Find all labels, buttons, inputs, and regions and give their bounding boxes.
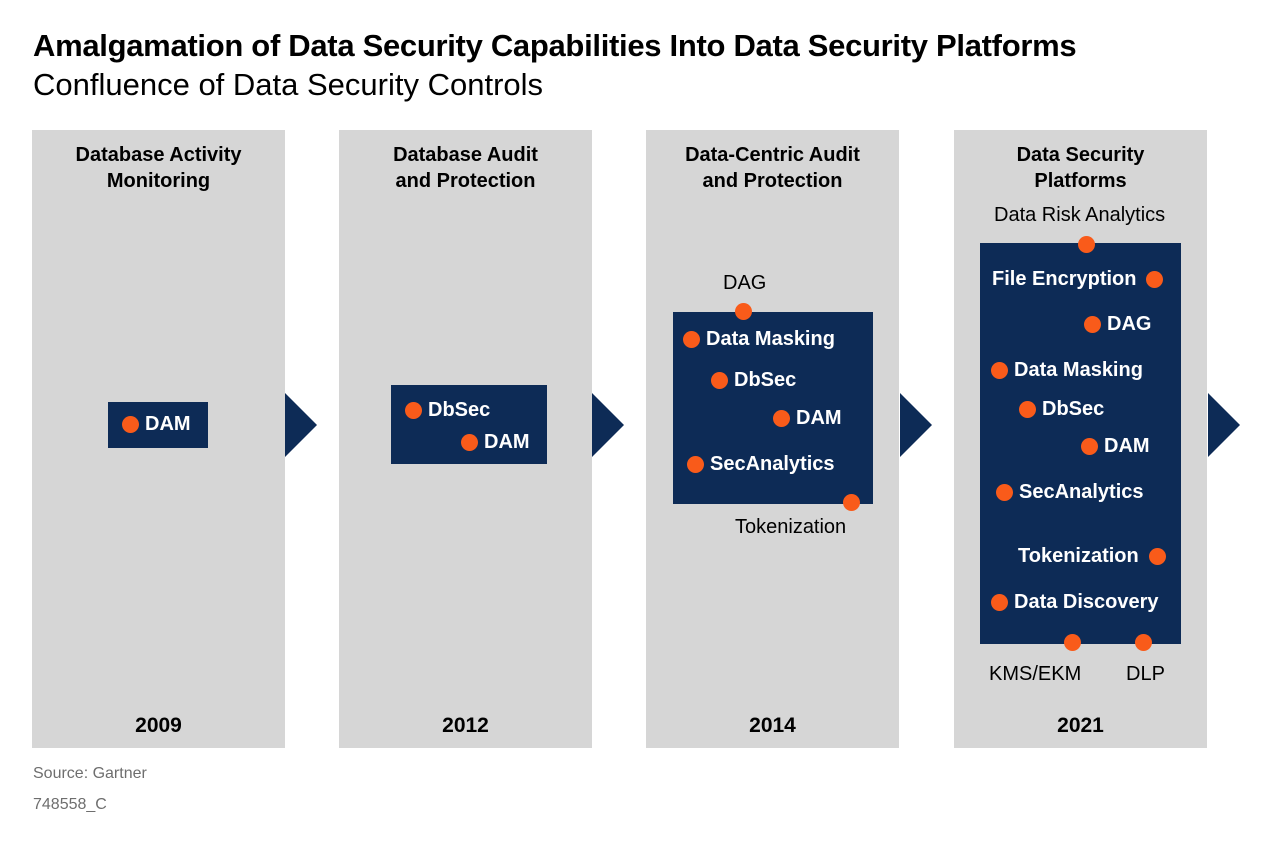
capability-item: Data Masking: [683, 328, 835, 351]
arrow-right-icon: [1208, 393, 1240, 457]
diagram-subtitle: Confluence of Data Security Controls: [33, 67, 544, 102]
capability-dot: [1064, 634, 1081, 651]
external-capability-label: Data Risk Analytics: [994, 204, 1166, 226]
arrow-right-icon: [285, 393, 317, 457]
panel-heading-line: Data Security: [1016, 144, 1145, 166]
panel-2009: Database Activity Monitoring DAM 2009: [32, 130, 285, 748]
capability-box: DbSec DAM: [391, 385, 547, 464]
capability-dot: [1081, 438, 1098, 455]
capability-box: DAM: [108, 402, 208, 448]
capability-label: File Encryption: [992, 268, 1137, 290]
panel-heading-line: Platforms: [1034, 170, 1127, 192]
capability-dot: [996, 484, 1013, 501]
arrow-right-icon: [900, 393, 932, 457]
capability-label: DAM: [1104, 435, 1150, 457]
panel-heading: Data-Centric Audit and Protection: [646, 142, 899, 194]
capability-item: DbSec: [1019, 398, 1104, 421]
capability-label: DAG: [1107, 313, 1152, 335]
external-capability-label: Tokenization: [735, 516, 847, 538]
source-note: Source: Gartner: [33, 765, 147, 782]
capability-label: SecAnalytics: [1019, 481, 1144, 503]
capability-item: SecAnalytics: [996, 481, 1144, 504]
capability-label: Tokenization: [1018, 545, 1139, 567]
panel-year: 2014: [749, 714, 796, 737]
capability-item: Tokenization: [1018, 545, 1166, 568]
panel-heading-line: Data-Centric Audit: [685, 144, 860, 166]
capability-label: Data Masking: [706, 328, 835, 350]
capability-dot: [122, 416, 139, 433]
panel-year: 2012: [442, 714, 489, 737]
capability-label: DbSec: [734, 369, 797, 391]
capability-label: DAM: [145, 413, 191, 435]
capability-dot: [405, 402, 422, 419]
panel-heading-line: Database Audit: [393, 144, 538, 166]
capability-label: DbSec: [428, 399, 491, 421]
figure-id: 748558_C: [33, 796, 107, 813]
panel-year: 2009: [135, 714, 182, 737]
capability-item: DAG: [1084, 313, 1151, 336]
capability-label: DAM: [484, 431, 530, 453]
capability-item: Data Discovery: [991, 591, 1159, 614]
panel-heading-line: and Protection: [395, 170, 536, 192]
panel-2021: Data Security Platforms Data Risk Analyt…: [954, 130, 1207, 748]
capability-box: File Encryption DAG Data Masking DbSec D…: [980, 236, 1181, 651]
external-capability-label: DAG: [723, 272, 767, 294]
capability-dot: [991, 594, 1008, 611]
capability-box: Data Masking DbSec DAM SecAnalytics: [673, 303, 873, 511]
capability-item: DbSec: [405, 399, 490, 422]
panel-heading-line: Database Activity: [75, 144, 242, 166]
capability-item: DAM: [461, 431, 530, 454]
capability-dot: [687, 456, 704, 473]
external-capability-label: DLP: [1126, 663, 1165, 685]
capability-dot: [461, 434, 478, 451]
capability-dot: [991, 362, 1008, 379]
capability-label: Data Masking: [1014, 359, 1143, 381]
capability-label: DAM: [796, 407, 842, 429]
capability-item: Data Masking: [991, 359, 1143, 382]
capability-dot: [735, 303, 752, 320]
panel-heading-line: Monitoring: [106, 170, 211, 192]
capability-dot: [1146, 271, 1164, 288]
diagram-title: Amalgamation of Data Security Capabiliti…: [33, 28, 1077, 63]
panel-2014: Data-Centric Audit and Protection DAG Da…: [646, 130, 899, 748]
arrow-right-icon: [592, 393, 624, 457]
capability-item: DbSec: [711, 369, 796, 392]
capability-label: SecAnalytics: [710, 453, 835, 475]
capability-dot: [683, 331, 700, 348]
capability-label: DbSec: [1042, 398, 1105, 420]
capability-dot: [1078, 236, 1095, 253]
capability-dot: [711, 372, 728, 389]
panel-heading-line: and Protection: [702, 170, 843, 192]
capability-item: SecAnalytics: [687, 453, 835, 476]
capability-item: DAM: [773, 407, 842, 430]
panel-heading: Database Audit and Protection: [339, 142, 592, 194]
capability-item: File Encryption: [992, 268, 1164, 291]
capability-dot: [1135, 634, 1152, 651]
panel-2012: Database Audit and Protection DbSec DAM …: [339, 130, 592, 748]
capability-item: DAM: [1081, 435, 1150, 458]
panel-heading: Data Security Platforms: [954, 142, 1207, 194]
panel-year: 2021: [1057, 714, 1104, 737]
capability-dot: [1084, 316, 1101, 333]
capability-label: Data Discovery: [1014, 591, 1159, 613]
external-capability-label: KMS/EKM: [989, 663, 1082, 685]
capability-item: DAM: [122, 413, 191, 436]
capability-dot: [1019, 401, 1036, 418]
capability-dot: [843, 494, 860, 511]
capability-dot: [1148, 548, 1166, 565]
capability-dot: [773, 410, 790, 427]
panel-heading: Database Activity Monitoring: [32, 142, 285, 194]
